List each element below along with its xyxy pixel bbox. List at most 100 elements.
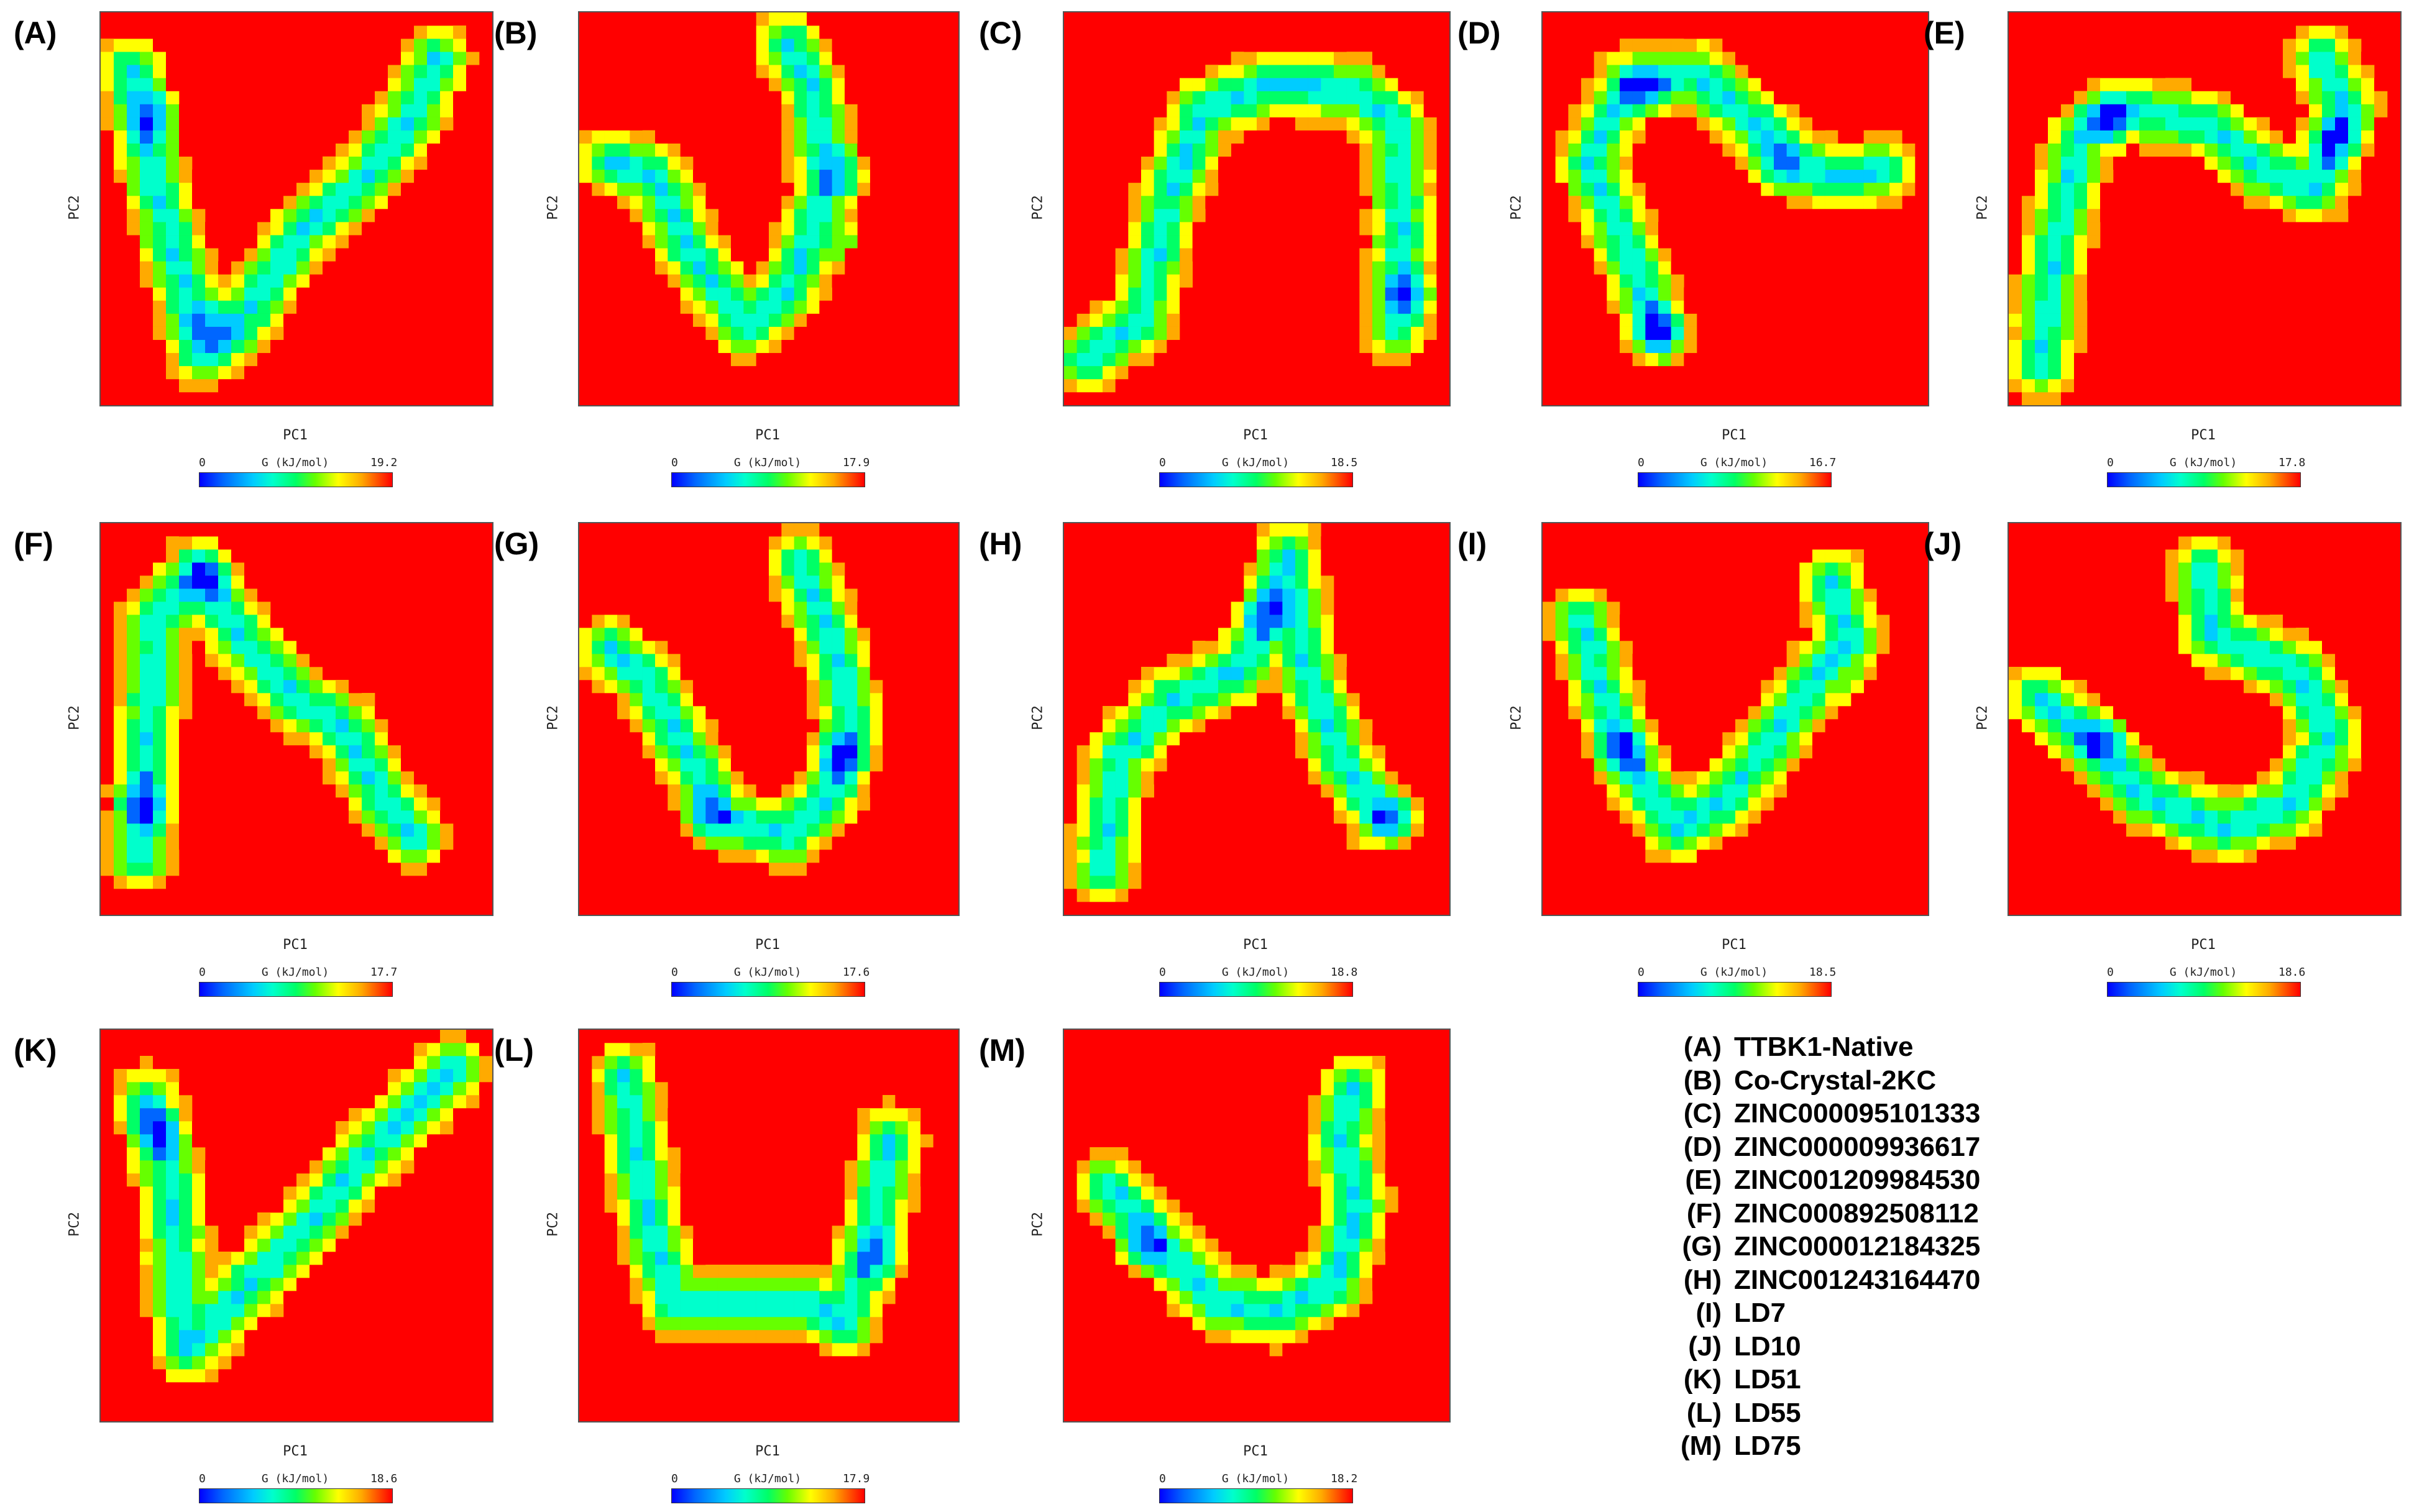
heatmap-bin — [2244, 575, 2257, 589]
heatmap-bin — [414, 1056, 428, 1070]
heatmap-bin — [2060, 758, 2075, 772]
heatmap-bin — [756, 352, 769, 367]
heatmap-bin — [1568, 156, 1582, 170]
heatmap-bin — [907, 1108, 921, 1122]
heatmap-bin — [1128, 823, 1142, 837]
heatmap-bin — [1180, 1238, 1193, 1252]
heatmap-bin — [2060, 339, 2075, 354]
heatmap-bin — [2217, 117, 2231, 131]
heatmap-bin — [1103, 758, 1116, 772]
heatmap-bin — [296, 1160, 310, 1174]
heatmap-bin — [152, 745, 167, 759]
heatmap-bin — [1568, 182, 1582, 196]
heatmap-bin — [1838, 680, 1851, 694]
heatmap-bin — [296, 1265, 310, 1278]
heatmap-bin — [1282, 628, 1296, 641]
heatmap-bin — [348, 731, 362, 746]
heatmap-bin — [794, 653, 807, 667]
x-axis-label: PC1 — [2191, 428, 2216, 443]
heatmap-bin — [2217, 169, 2231, 183]
heatmap-bin — [1372, 352, 1385, 367]
heatmap-bin — [336, 784, 349, 798]
heatmap-bin — [1218, 1330, 1231, 1344]
heatmap-bin — [1799, 589, 1813, 602]
heatmap-bin — [1863, 169, 1877, 183]
heatmap-bin — [1090, 365, 1103, 380]
heatmap-bin — [705, 810, 718, 824]
heatmap-bin — [2165, 130, 2179, 144]
heatmap-bin — [1709, 39, 1723, 52]
heatmap-bin — [205, 1355, 219, 1370]
heatmap-bin — [1632, 130, 1646, 144]
heatmap-bin — [1372, 1277, 1385, 1291]
heatmap-bin — [2035, 117, 2049, 131]
heatmap-bin — [642, 1160, 656, 1174]
heatmap-bin — [2270, 182, 2283, 196]
heatmap-bin — [191, 339, 206, 354]
heatmap-bin — [832, 1212, 845, 1226]
heatmap-bin — [1141, 352, 1154, 367]
heatmap-bin — [1722, 104, 1736, 117]
heatmap-bin — [1141, 209, 1154, 222]
heatmap-bin — [832, 1199, 845, 1213]
heatmap-bin — [127, 235, 140, 249]
heatmap-bin — [140, 1081, 154, 1096]
heatmap-bin — [140, 1056, 154, 1070]
heatmap-bin — [604, 1226, 618, 1239]
heatmap-bin — [101, 1108, 114, 1122]
heatmap-bin — [323, 719, 336, 733]
heatmap-bin — [1620, 823, 1633, 837]
heatmap-bin — [426, 1030, 441, 1043]
heatmap-bin — [1385, 313, 1398, 327]
heatmap-bin — [1645, 39, 1659, 52]
heatmap-bin — [166, 248, 180, 262]
heatmap-bin — [794, 117, 807, 131]
heatmap-bin — [1205, 719, 1219, 733]
heatmap-bin — [1359, 248, 1373, 262]
heatmap-bin — [1581, 222, 1594, 236]
heatmap-bin — [819, 784, 832, 798]
heatmap-bin — [127, 1238, 140, 1252]
heatmap-bin — [1543, 169, 1556, 183]
heatmap-bin — [1359, 836, 1373, 850]
heatmap-bin — [1671, 339, 1684, 354]
heatmap-bin — [857, 810, 870, 824]
heatmap-bin — [179, 1252, 193, 1265]
heatmap-bin — [1090, 836, 1103, 850]
heatmap-bin — [1154, 1212, 1167, 1226]
heatmap-bin — [2009, 667, 2022, 680]
heatmap-bin — [1321, 1081, 1334, 1096]
heatmap-bin — [179, 156, 193, 170]
heatmap-bin — [2139, 130, 2153, 144]
heatmap-bin — [1359, 758, 1373, 772]
heatmap-bin — [1812, 602, 1825, 615]
heatmap-bin — [191, 562, 206, 576]
heatmap-bin — [2021, 392, 2035, 405]
heatmap-bin — [1372, 1095, 1385, 1109]
heatmap-bin — [2048, 378, 2062, 393]
heatmap-bin — [1321, 1291, 1334, 1304]
colorbar-min: 0 — [1159, 1472, 1166, 1485]
heatmap-bin — [2048, 209, 2062, 222]
heatmap-bin — [2348, 771, 2362, 785]
heatmap-bin — [1658, 65, 1671, 78]
heatmap-bin — [1411, 339, 1424, 354]
heatmap-bin — [2178, 130, 2192, 144]
heatmap-bin — [191, 1330, 206, 1344]
heatmap-bin — [1658, 52, 1671, 65]
heatmap-bin — [127, 78, 140, 91]
heatmap-bin — [152, 1343, 167, 1357]
heatmap-bin — [166, 1238, 180, 1252]
heatmap-bin — [857, 195, 870, 209]
heatmap-bin — [655, 628, 668, 641]
heatmap-bin — [2099, 810, 2114, 824]
heatmap-bin — [387, 823, 402, 837]
heatmap-bin — [1295, 549, 1308, 563]
heatmap-bin — [1774, 745, 1787, 759]
heatmap-bin — [1735, 117, 1748, 131]
heatmap-bin — [1372, 1120, 1385, 1135]
heatmap-bin — [113, 1147, 127, 1161]
heatmap-bin — [1645, 209, 1659, 222]
heatmap-bin — [769, 562, 782, 576]
heatmap-bin — [1334, 1069, 1347, 1083]
